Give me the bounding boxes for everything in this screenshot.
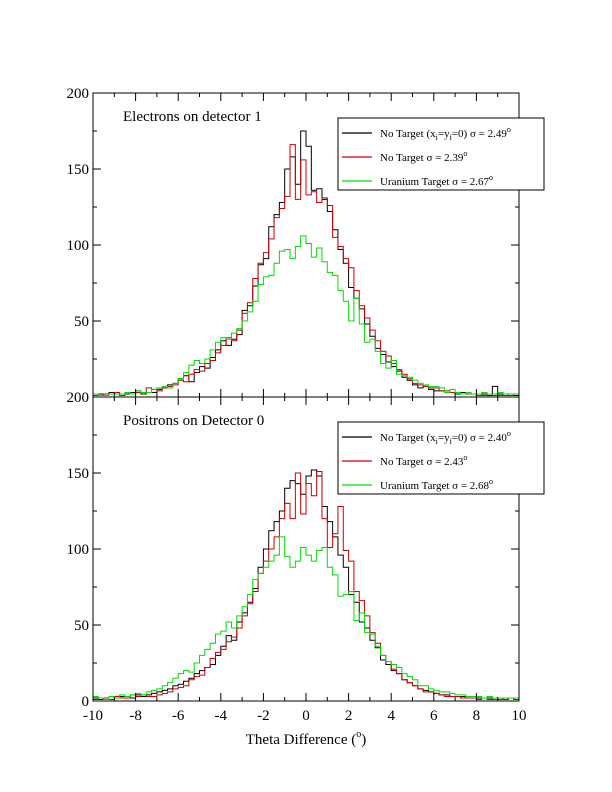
positrons-xtick-label: -8 [129, 708, 142, 724]
electrons-legend-label-uranium-target: Uranium Target σ = 2.67o [380, 173, 493, 188]
positrons-xtick-label: 8 [473, 708, 481, 724]
positrons-xtick-label: 10 [512, 708, 527, 724]
electrons-legend-label-no-target: No Target σ = 2.39o [380, 149, 467, 164]
electrons-legend-label-no-target-xy: No Target (xi=yi=0) σ = 2.49o [380, 125, 511, 142]
positrons-legend-item-uranium-target: Uranium Target σ = 2.68o [342, 477, 493, 492]
electrons-legend: No Target (xi=yi=0) σ = 2.49o No Target … [337, 117, 545, 191]
positrons-legend: No Target (xi=yi=0) σ = 2.40o No Target … [337, 421, 545, 495]
electrons-legend-item-uranium-target: Uranium Target σ = 2.67o [342, 173, 493, 188]
electrons-legend-box [337, 117, 545, 191]
positrons-panel-title: Positrons on Detector 0 [123, 413, 264, 429]
electrons-ytick-label: 100 [67, 238, 90, 254]
positrons-legend-label-uranium-target: Uranium Target σ = 2.68o [380, 477, 493, 492]
positrons-ytick-label: 50 [74, 618, 89, 634]
x-axis-label: Theta Difference (o) [246, 729, 367, 748]
electrons-series-uranium-target [92, 235, 520, 397]
positrons-ticks: 0 50 100 150 200 -10 -8 -6 -4 -2 0 2 4 6 8 10 [67, 390, 527, 724]
electrons-panel-title: Electrons on detector 1 [123, 109, 262, 125]
positrons-legend-box [337, 421, 545, 495]
electrons-series-layer [92, 130, 520, 397]
positrons-legend-label-no-target-xy: No Target (xi=yi=0) σ = 2.40o [380, 429, 511, 446]
positrons-ytick-label: 0 [82, 694, 90, 710]
electrons-panel: 50 100 150 200 Electrons on detector 1 No T… [67, 86, 545, 398]
positrons-ytick-label: 200 [67, 390, 90, 406]
positrons-xtick-label: -10 [83, 708, 103, 724]
positrons-legend-label-no-target: No Target σ = 2.43o [380, 453, 467, 468]
electrons-legend-item-no-target: No Target σ = 2.39o [342, 149, 467, 164]
electrons-legend-item-no-target-xy: No Target (xi=yi=0) σ = 2.49o [342, 125, 511, 142]
positrons-legend-item-no-target-xy: No Target (xi=yi=0) σ = 2.40o [342, 429, 511, 446]
positrons-xtick-label: 0 [302, 708, 310, 724]
positrons-xtick-label: 6 [430, 708, 438, 724]
electrons-series-no-target [92, 144, 520, 397]
positrons-ytick-label: 100 [67, 542, 90, 558]
positrons-xtick-label: -4 [215, 708, 228, 724]
positrons-ytick-label: 150 [67, 466, 90, 482]
positrons-series-uranium-target [92, 536, 520, 701]
positrons-xtick-label: 4 [387, 708, 395, 724]
electrons-ytick-label: 50 [74, 314, 89, 330]
electrons-ticks: 50 100 150 200 [67, 86, 520, 398]
positrons-xtick-label: -6 [172, 708, 185, 724]
positrons-xtick-label: 2 [345, 708, 353, 724]
electrons-ytick-label: 200 [67, 86, 90, 102]
electrons-ytick-label: 150 [67, 162, 90, 178]
positrons-panel: 0 50 100 150 200 -10 -8 -6 -4 -2 0 2 4 6 8 10 Positrons… [67, 390, 545, 724]
positrons-legend-item-no-target: No Target σ = 2.43o [342, 453, 467, 468]
positrons-xtick-label: -2 [257, 708, 270, 724]
